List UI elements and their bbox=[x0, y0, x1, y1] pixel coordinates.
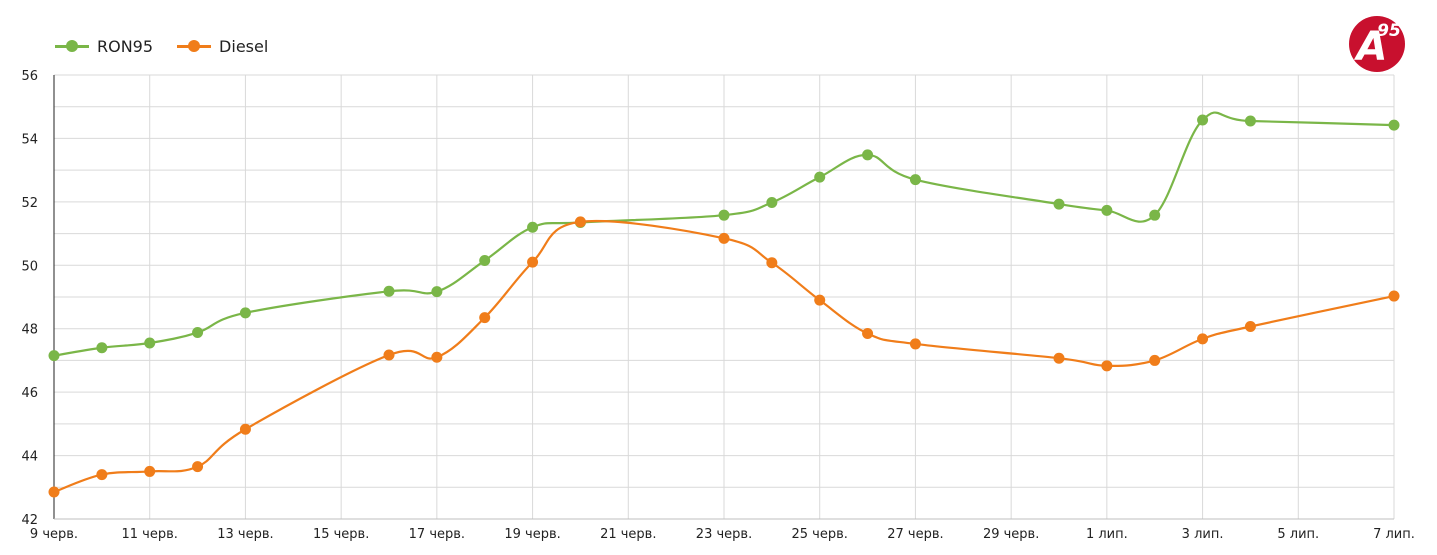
a95-logo-icon: A 95 bbox=[1349, 16, 1405, 72]
data-point-ron95 bbox=[431, 286, 443, 298]
data-point-diesel bbox=[574, 216, 586, 228]
data-point-diesel bbox=[239, 423, 251, 435]
data-point-ron95 bbox=[718, 209, 730, 221]
x-tick-label: 27 черв. bbox=[887, 527, 943, 542]
data-point-diesel bbox=[1053, 352, 1065, 364]
legend-swatch-diesel bbox=[177, 36, 212, 56]
y-tick-label: 46 bbox=[21, 386, 38, 401]
x-tick-label: 13 черв. bbox=[217, 527, 273, 542]
x-tick-label: 23 черв. bbox=[696, 527, 752, 542]
data-point-ron95 bbox=[192, 327, 204, 339]
data-point-diesel bbox=[1101, 360, 1113, 372]
y-tick-label: 54 bbox=[21, 132, 38, 147]
y-tick-label: 44 bbox=[21, 450, 38, 465]
data-point-diesel bbox=[1388, 290, 1400, 302]
data-point-diesel bbox=[144, 465, 156, 477]
data-point-ron95 bbox=[1101, 204, 1113, 216]
data-point-diesel bbox=[1244, 320, 1256, 332]
data-point-ron95 bbox=[96, 342, 108, 354]
data-point-ron95 bbox=[144, 337, 156, 349]
y-tick-label: 42 bbox=[21, 513, 38, 528]
data-point-ron95 bbox=[1053, 198, 1065, 210]
svg-text:95: 95 bbox=[1377, 21, 1401, 41]
data-point-diesel bbox=[527, 256, 539, 268]
data-point-diesel bbox=[192, 461, 204, 473]
x-tick-label: 25 черв. bbox=[792, 527, 848, 542]
data-point-diesel bbox=[1149, 354, 1161, 366]
legend: RON95 Diesel bbox=[55, 36, 292, 56]
x-tick-label: 9 черв. bbox=[30, 527, 78, 542]
legend-item-ron95[interactable]: RON95 bbox=[55, 36, 153, 56]
data-point-ron95 bbox=[1244, 115, 1256, 127]
legend-item-diesel[interactable]: Diesel bbox=[177, 36, 268, 56]
data-point-diesel bbox=[1197, 333, 1209, 345]
legend-label-ron95: RON95 bbox=[97, 36, 154, 56]
series-line-diesel bbox=[53, 219, 1395, 494]
x-tick-label: 5 лип. bbox=[1277, 527, 1319, 542]
data-point-diesel bbox=[718, 232, 730, 244]
x-tick-label: 21 черв. bbox=[600, 527, 656, 542]
data-point-ron95 bbox=[909, 174, 921, 186]
data-point-diesel bbox=[479, 312, 491, 324]
legend-label-diesel: Diesel bbox=[219, 36, 269, 56]
x-tick-label: 7 лип. bbox=[1373, 527, 1415, 542]
svg-text:A: A bbox=[1354, 24, 1388, 70]
data-point-ron95 bbox=[1388, 119, 1400, 131]
data-point-diesel bbox=[48, 486, 60, 498]
x-tick-label: 1 лип. bbox=[1086, 527, 1128, 542]
x-tick-label: 19 черв. bbox=[504, 527, 560, 542]
y-tick-label: 56 bbox=[21, 69, 38, 84]
data-point-diesel bbox=[862, 327, 874, 339]
legend-swatch-ron95 bbox=[55, 36, 89, 56]
data-point-ron95 bbox=[814, 171, 826, 183]
data-point-ron95 bbox=[1197, 114, 1209, 126]
x-tick-label: 17 черв. bbox=[409, 527, 465, 542]
x-tick-label: 15 черв. bbox=[313, 527, 369, 542]
x-tick-label: 11 черв. bbox=[122, 527, 178, 542]
data-point-diesel bbox=[431, 351, 443, 363]
data-point-diesel bbox=[814, 294, 826, 306]
data-point-ron95 bbox=[48, 350, 60, 362]
data-point-ron95 bbox=[862, 149, 874, 161]
y-tick-label: 48 bbox=[21, 323, 38, 338]
data-point-ron95 bbox=[479, 255, 491, 267]
data-point-ron95 bbox=[766, 196, 778, 208]
data-point-ron95 bbox=[383, 285, 395, 297]
data-point-diesel bbox=[96, 469, 108, 481]
data-point-ron95 bbox=[1149, 209, 1161, 221]
data-point-diesel bbox=[383, 349, 395, 361]
x-tick-label: 3 лип. bbox=[1182, 527, 1224, 542]
data-point-diesel bbox=[766, 257, 778, 269]
data-point-diesel bbox=[909, 338, 921, 350]
data-point-ron95 bbox=[239, 307, 251, 319]
y-tick-label: 50 bbox=[21, 259, 38, 274]
x-tick-label: 29 черв. bbox=[983, 527, 1039, 542]
y-tick-label: 52 bbox=[21, 196, 38, 211]
data-point-ron95 bbox=[527, 221, 539, 233]
